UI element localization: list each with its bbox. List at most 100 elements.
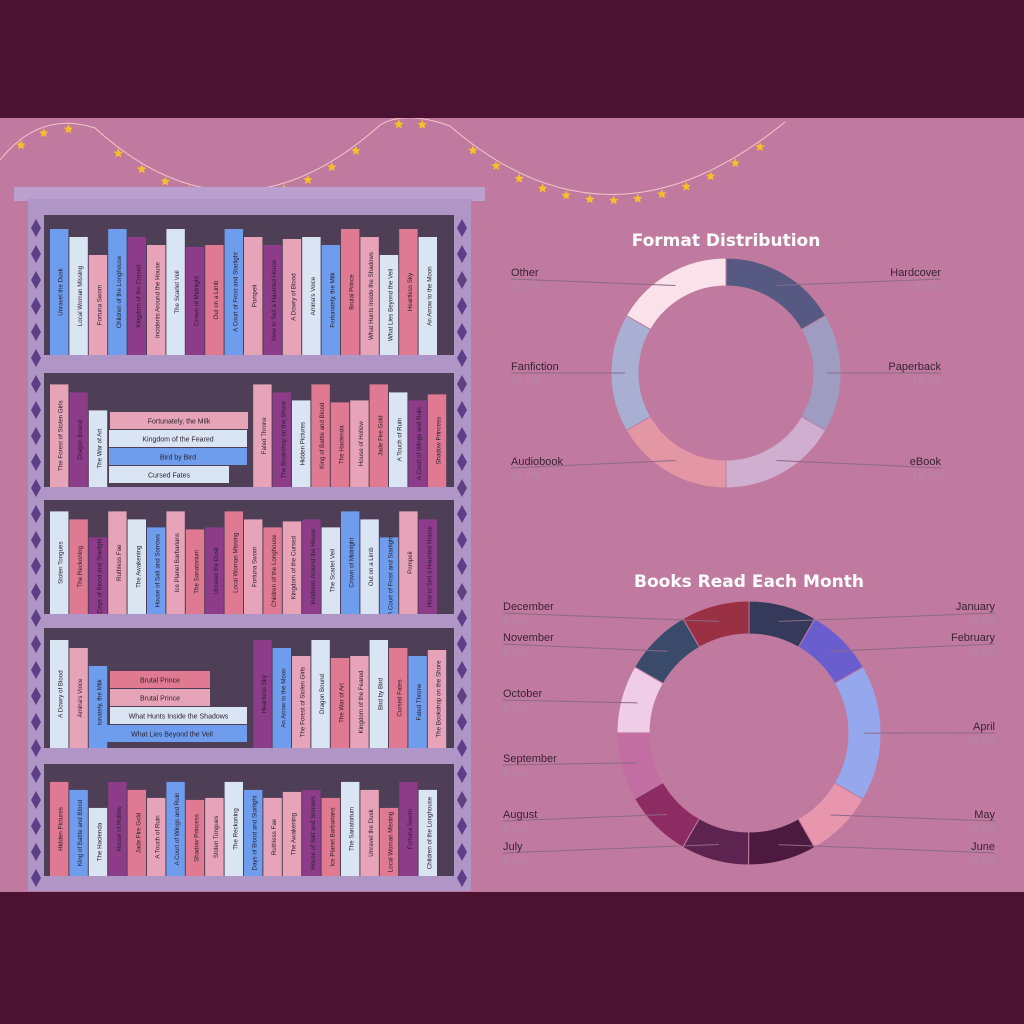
- book-spine: [389, 648, 408, 748]
- book-spine: [427, 394, 447, 487]
- book-title: Amina's Voice: [310, 276, 317, 315]
- shelf-diamond: [31, 661, 41, 679]
- book-spine: [311, 640, 330, 748]
- book-title: Dragon Bound: [319, 673, 326, 713]
- book-title: Cursed Fates: [397, 679, 404, 716]
- shelf-diamond: [31, 219, 41, 237]
- shelf-diamond: [31, 869, 41, 887]
- book-spine: [147, 527, 166, 614]
- book-title: Fortunately, the Milk: [329, 271, 336, 327]
- book-spine: [88, 255, 108, 355]
- slice-percent: 8.3%: [503, 647, 526, 658]
- shelf-diamond: [457, 245, 467, 263]
- book-title: Children of the Longhouse: [116, 255, 123, 328]
- book-title: Incidents Around the House: [155, 261, 162, 338]
- book-title: The Scarlet Veil: [174, 270, 181, 313]
- book-spine: [244, 789, 263, 876]
- shelf-diamond: [457, 531, 467, 549]
- book-title: A Court of Wings and Ruin: [416, 407, 423, 480]
- shelf-diamond: [31, 557, 41, 575]
- book-spine: [282, 521, 302, 614]
- book-title: Children of the Longhouse: [426, 796, 433, 869]
- shelf-diamond: [31, 739, 41, 757]
- shelf-diamond: [31, 583, 41, 601]
- stacked-book-title: Brutal Prince: [140, 696, 180, 703]
- shelf-diamond: [457, 739, 467, 757]
- book-spine: [253, 640, 272, 748]
- book-spine: [408, 656, 427, 748]
- slice-percent: 16.7%: [913, 376, 941, 387]
- book-spine: [360, 519, 379, 614]
- book-spine: [341, 781, 360, 876]
- light-string: [94, 124, 381, 192]
- book-title: The Forest of Stolen Girls: [300, 667, 307, 738]
- book-title: King of Battle and Blood: [319, 402, 326, 469]
- book-spine: [369, 640, 388, 748]
- shelf-diamond: [457, 349, 467, 367]
- book-spine: [302, 237, 321, 355]
- leader-line: [830, 814, 996, 822]
- book-title: The Reckoning: [77, 545, 84, 587]
- shelf-diamond: [31, 609, 41, 627]
- book-title: The Sanatorium: [194, 550, 201, 594]
- book-title: Children of the Longhouse: [271, 534, 278, 607]
- book-title: Pompeii: [407, 552, 414, 574]
- book-spine: [127, 789, 146, 876]
- shelf-diamond: [457, 323, 467, 341]
- shelf-diamond: [457, 843, 467, 861]
- book-title: The Scarlet Veil: [329, 549, 336, 592]
- slice-label: July: [503, 841, 523, 853]
- slice-percent: 8.3%: [503, 824, 526, 835]
- book-title: A Dowry of Blood: [291, 273, 298, 321]
- book-spine: [418, 519, 437, 614]
- light-star: [303, 174, 313, 184]
- book-title: Incidents Around the House: [310, 528, 317, 605]
- light-star: [63, 124, 74, 134]
- book-spine: [321, 527, 340, 614]
- shelf-diamond: [31, 297, 41, 315]
- stacked-book: [97, 725, 247, 742]
- book-spine: [50, 511, 69, 614]
- slice-percent: 8.3%: [972, 824, 995, 835]
- book-title: House of Salt and Sorrows: [155, 534, 162, 608]
- chart-title: Format Distribution: [632, 231, 821, 251]
- stacked-book-title: What Hunts Inside the Shadows: [129, 714, 229, 721]
- book-spine: [108, 511, 127, 614]
- donut-slice: [725, 257, 827, 331]
- book-spine: [350, 656, 369, 748]
- book-title: House of Hollow: [358, 421, 365, 467]
- stacked-book-title: What Lies Beyond the Veil: [131, 732, 213, 739]
- book-title: Hidden Pictures: [58, 807, 65, 851]
- slice-percent: 16.7%: [913, 282, 941, 293]
- stacked-book-title: Kingdom of the Feared: [142, 437, 213, 444]
- book-title: Fortuna Sworn: [97, 284, 104, 325]
- book-title: A Touch of Ruin: [397, 418, 404, 462]
- slice-label: September: [503, 753, 557, 765]
- light-star: [657, 189, 667, 199]
- shelf-diamond: [457, 791, 467, 809]
- book-spine: [88, 537, 108, 614]
- slice-label: eBook: [910, 456, 942, 468]
- shelf-diamond: [31, 427, 41, 445]
- book-title: The Reckoning: [232, 808, 239, 850]
- shelf-diamond: [457, 297, 467, 315]
- stacked-book: [109, 430, 247, 447]
- light-star: [730, 158, 741, 168]
- book-title: Kingdom of the Cursed: [135, 264, 142, 328]
- book-spine: [127, 237, 146, 355]
- book-title: Stolen Tongues: [58, 541, 65, 584]
- slice-percent: 16.7%: [967, 736, 995, 747]
- shelf-diamond: [457, 401, 467, 419]
- leader-line: [776, 278, 942, 287]
- book-spine: [50, 781, 69, 876]
- book-title: A Court of Wings and Ruin: [174, 792, 181, 865]
- book-spine: [147, 797, 166, 876]
- book-title: The Awakening: [291, 812, 298, 855]
- book-title: Hidden Pictures: [300, 422, 307, 466]
- slice-label: Audiobook: [511, 456, 563, 468]
- book-spine: [379, 807, 399, 876]
- book-title: Ice Planet Barbarians: [174, 533, 181, 592]
- light-string: [449, 121, 786, 195]
- stacked-book-title: Brutal Prince: [140, 678, 180, 685]
- book-title: The Bookshop on the Shore: [436, 660, 443, 738]
